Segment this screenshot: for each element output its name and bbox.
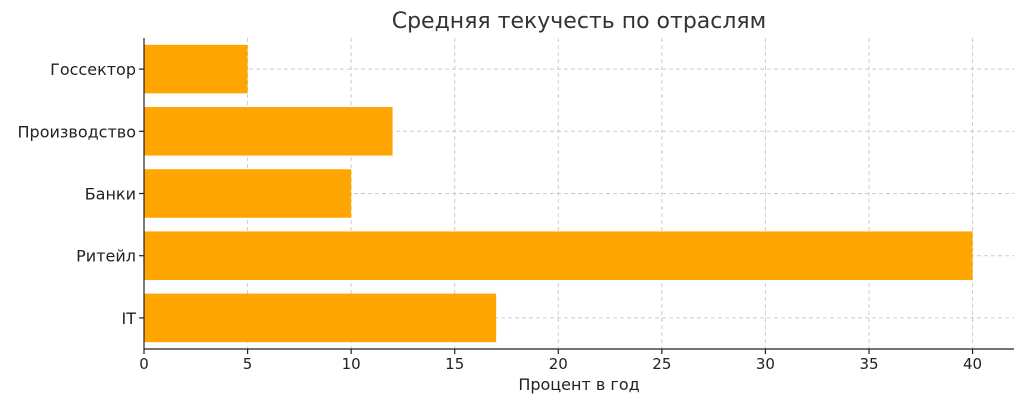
x-tick-labels: 0 5 10 15 20 25 30 35 40 [139, 349, 982, 373]
bar [144, 231, 973, 280]
category-label: Госсектор [50, 60, 136, 79]
category-label: Банки [85, 185, 136, 204]
x-tick-label: 10 [342, 355, 361, 373]
bar [144, 44, 248, 94]
x-axis-label: Процент в год [518, 375, 639, 394]
x-tick-label: 30 [756, 355, 775, 373]
x-tick-label: 25 [652, 355, 671, 373]
category-labels: Госсектор Производство Банки Ритейл IT [18, 60, 144, 328]
bar [144, 293, 497, 343]
x-tick-label: 35 [859, 355, 878, 373]
x-tick-label: 20 [549, 355, 568, 373]
x-tick-label: 15 [445, 355, 464, 373]
x-tick-label: 5 [243, 355, 253, 373]
x-tick-label: 0 [139, 355, 149, 373]
chart-title: Средняя текучесть по отраслям [392, 9, 767, 34]
category-label: IT [122, 309, 137, 328]
x-tick-label: 40 [963, 355, 982, 373]
bars [144, 44, 973, 343]
category-label: Ритейл [76, 247, 136, 266]
category-label: Производство [18, 122, 137, 141]
bar [144, 169, 352, 218]
bar [144, 107, 393, 156]
